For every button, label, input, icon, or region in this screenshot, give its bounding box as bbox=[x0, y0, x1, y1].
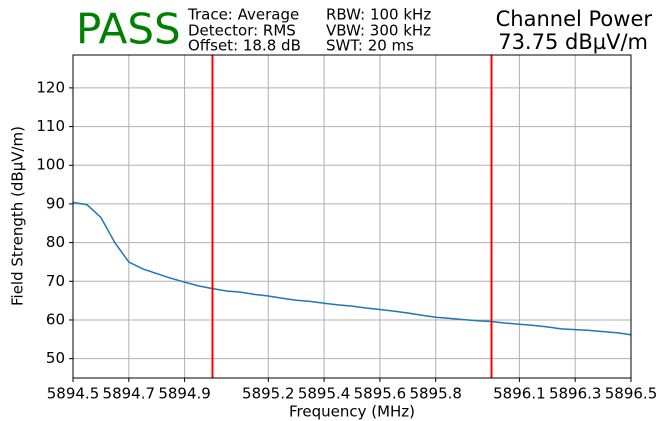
y-tick-label: 100 bbox=[36, 156, 65, 174]
plot-frame bbox=[72, 54, 632, 379]
result-title: Channel Power bbox=[496, 7, 653, 31]
x-tick-label: 5895.4 bbox=[298, 385, 351, 403]
info: SWT: 20 ms bbox=[326, 37, 414, 55]
y-axis-label: Field Strength (dBµV/m) bbox=[9, 126, 27, 306]
x-tick-label: 5894.9 bbox=[158, 385, 211, 403]
status: PASS bbox=[76, 5, 181, 54]
x-tick-label: 5895.6 bbox=[354, 385, 407, 403]
y-tick-label: 70 bbox=[46, 272, 65, 290]
x-tick-label: 5895.2 bbox=[242, 385, 295, 403]
x-tick-label: 5896.1 bbox=[493, 385, 546, 403]
y-tick-label: 60 bbox=[46, 310, 65, 328]
y-tick-label: 90 bbox=[46, 194, 65, 212]
x-tick-label: 5896.3 bbox=[549, 385, 602, 403]
x-tick-label: 5894.7 bbox=[103, 385, 156, 403]
info: RBW: 100 kHz bbox=[326, 6, 431, 24]
info: Detector: RMS bbox=[188, 22, 296, 40]
result-value: 73.75 dBµV/m bbox=[498, 30, 648, 54]
info: VBW: 300 kHz bbox=[326, 22, 431, 40]
info: Offset: 18.8 dB bbox=[188, 37, 301, 55]
info: Trace: Average bbox=[187, 6, 299, 24]
y-tick-label: 120 bbox=[36, 78, 65, 96]
y-tick-label: 50 bbox=[46, 349, 65, 367]
y-tick-label: 80 bbox=[46, 233, 65, 251]
trace bbox=[72, 201, 632, 336]
y-tick-label: 110 bbox=[36, 117, 65, 135]
x-tick-label: 5894.5 bbox=[47, 385, 100, 403]
x-tick-label: 5895.8 bbox=[409, 385, 462, 403]
x-tick-label: 5896.5 bbox=[605, 385, 658, 403]
x-axis-label: Frequency (MHz) bbox=[289, 403, 415, 421]
